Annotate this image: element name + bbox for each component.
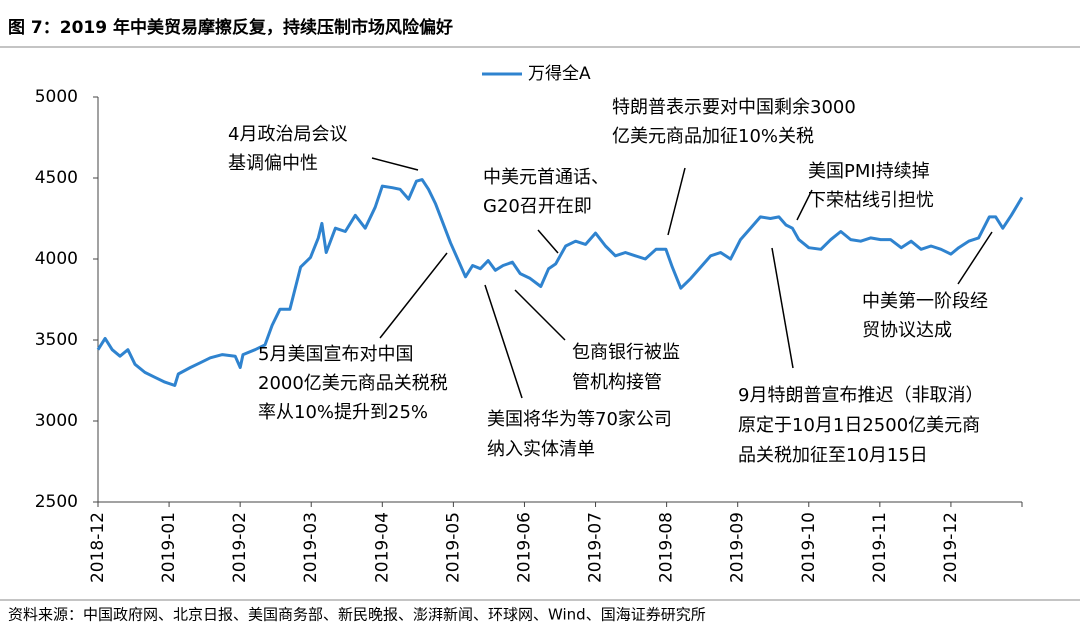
x-tick-label: 2019-08 — [657, 512, 677, 583]
annotation: 品关税加征至10月15日 — [738, 445, 928, 466]
annotation: 原定于10月1日2500亿美元商 — [738, 415, 980, 436]
annotation-leader — [537, 229, 559, 254]
x-tick-label: 2018-12 — [88, 512, 108, 583]
annotation: 纳入实体清单 — [487, 439, 595, 460]
annotation-leader — [796, 189, 813, 221]
annotation-leader — [957, 231, 993, 285]
y-tick-label: 3500 — [35, 330, 78, 350]
x-tick-label: 2019-05 — [443, 512, 463, 583]
annotation: 亿美元商品加征10%关税 — [612, 126, 814, 147]
annotation: 包商银行被监 — [572, 342, 680, 363]
y-tick-label: 4000 — [35, 249, 78, 269]
annotation: 下荣枯线引担忧 — [808, 190, 934, 211]
x-tick-label: 2019-03 — [301, 512, 321, 583]
annotation: 2000亿美元商品关税税 — [258, 373, 448, 394]
x-tick-label: 2019-01 — [159, 512, 179, 583]
x-tick-label: 2019-11 — [870, 512, 890, 583]
annotation-leader — [514, 289, 566, 341]
legend-label: 万得全A — [528, 64, 591, 84]
annotation-leader — [371, 157, 419, 171]
x-tick-label: 2019-07 — [586, 512, 606, 583]
annotation: 9月特朗普宣布推迟（非取消） — [738, 385, 983, 406]
annotation: 率从10%提升到25% — [258, 402, 428, 423]
y-tick-label: 3000 — [35, 411, 78, 431]
annotation: 美国PMI持续掉 — [808, 161, 930, 182]
annotation: 中美第一阶段经 — [862, 291, 988, 312]
annotation: 基调偏中性 — [228, 153, 318, 174]
annotation-leader — [771, 247, 794, 369]
annotation: 管机构接管 — [572, 372, 662, 393]
y-tick-label: 5000 — [35, 87, 78, 107]
x-tick-label: 2019-06 — [514, 512, 534, 583]
annotation: 5月美国宣布对中国 — [258, 344, 413, 365]
annotation: 特朗普表示要对中国剩余3000 — [612, 97, 856, 118]
x-tick-label: 2019-02 — [230, 512, 250, 583]
y-tick-label: 4500 — [35, 168, 78, 188]
annotation-leader — [484, 284, 523, 399]
annotation-leader — [379, 252, 448, 339]
annotation: 美国将华为等70家公司 — [487, 409, 672, 430]
annotation-leader — [667, 167, 686, 236]
chart-title: 图 7：2019 年中美贸易摩擦反复，持续压制市场风险偏好 — [8, 17, 453, 38]
x-tick-label: 2019-12 — [941, 512, 961, 583]
x-tick-label: 2019-04 — [372, 512, 392, 583]
annotation: 中美元首通话、 — [483, 167, 609, 188]
y-tick-label: 2500 — [35, 492, 78, 512]
annotation: G20召开在即 — [483, 196, 592, 217]
x-tick-label: 2019-09 — [728, 512, 748, 583]
annotation: 贸协议达成 — [862, 320, 952, 341]
source: 资料来源：中国政府网、北京日报、美国商务部、新民晚报、澎湃新闻、环球网、Wind… — [8, 606, 706, 624]
annotation: 4月政治局会议 — [228, 124, 347, 145]
line-series — [96, 178, 1024, 387]
x-tick-label: 2019-10 — [799, 512, 819, 583]
